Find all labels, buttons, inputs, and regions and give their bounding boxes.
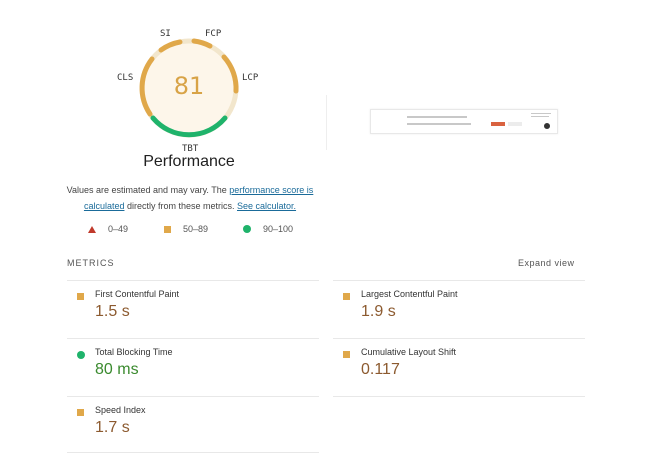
- expand-view-toggle[interactable]: Expand view: [518, 258, 575, 268]
- metric-value: 1.9 s: [361, 303, 396, 320]
- thumbnail-nav: [407, 116, 467, 118]
- metric-si: Speed Index 1.7 s: [67, 396, 319, 454]
- metric-value: 80 ms: [95, 361, 139, 378]
- see-calculator-link[interactable]: See calculator.: [237, 201, 297, 211]
- thumbnail-button: [491, 122, 505, 126]
- circle-icon: [77, 351, 85, 359]
- performance-gauge: 81 SI FCP LCP CLS TBT: [110, 25, 270, 165]
- square-icon: [343, 351, 350, 358]
- metric-name: Cumulative Layout Shift: [361, 347, 457, 357]
- circle-icon: [243, 225, 251, 233]
- description-text: Values are estimated and may vary. The: [66, 185, 230, 195]
- vertical-divider: [326, 95, 327, 150]
- metric-name: Speed Index: [95, 405, 146, 415]
- metrics-divider: [67, 452, 319, 453]
- gauge-label-si: SI: [160, 29, 171, 39]
- legend-average: 50–89: [164, 224, 208, 234]
- gauge-label-tbt: TBT: [182, 144, 199, 154]
- square-icon: [77, 409, 84, 416]
- square-icon: [77, 293, 84, 300]
- thumbnail-text: [531, 116, 549, 117]
- score-description: Values are estimated and may vary. The p…: [62, 182, 318, 214]
- square-icon: [343, 293, 350, 300]
- metric-tbt: Total Blocking Time 80 ms: [67, 338, 319, 396]
- legend-pass: 90–100: [243, 224, 293, 234]
- performance-score-link[interactable]: performance score is calculated: [83, 185, 314, 211]
- metric-value: 1.7 s: [95, 419, 130, 436]
- thumbnail-text: [531, 113, 551, 114]
- gauge-ring-icon: [139, 38, 239, 138]
- gauge-label-cls: CLS: [117, 73, 134, 83]
- metric-lcp: Largest Contentful Paint 1.9 s: [333, 280, 585, 338]
- page-screenshot-thumbnail[interactable]: [370, 109, 558, 134]
- metrics-header: METRICS: [67, 258, 115, 268]
- gauge-label-lcp: LCP: [242, 73, 259, 83]
- legend-range: 0–49: [108, 224, 129, 234]
- thumbnail-menu: [407, 123, 471, 125]
- metric-value: 1.5 s: [95, 303, 130, 320]
- thumbnail-chat-icon: [544, 123, 550, 129]
- metric-name: Total Blocking Time: [95, 347, 173, 357]
- metric-name: Largest Contentful Paint: [361, 289, 458, 299]
- category-title: Performance: [143, 153, 235, 170]
- legend-range: 90–100: [263, 224, 294, 234]
- thumbnail-button-secondary: [508, 122, 522, 126]
- gauge-label-fcp: FCP: [205, 29, 222, 39]
- metric-name: First Contentful Paint: [95, 289, 180, 299]
- square-icon: [164, 225, 171, 233]
- metric-cls: Cumulative Layout Shift 0.117: [333, 338, 585, 397]
- performance-score: 81: [173, 72, 205, 100]
- metric-value: 0.117: [361, 361, 400, 378]
- triangle-icon: [88, 225, 96, 233]
- legend-range: 50–89: [183, 224, 209, 234]
- legend-fail: 0–49: [88, 224, 128, 234]
- description-text-middle: directly from these metrics.: [124, 201, 237, 211]
- metric-fcp: First Contentful Paint 1.5 s: [67, 280, 319, 338]
